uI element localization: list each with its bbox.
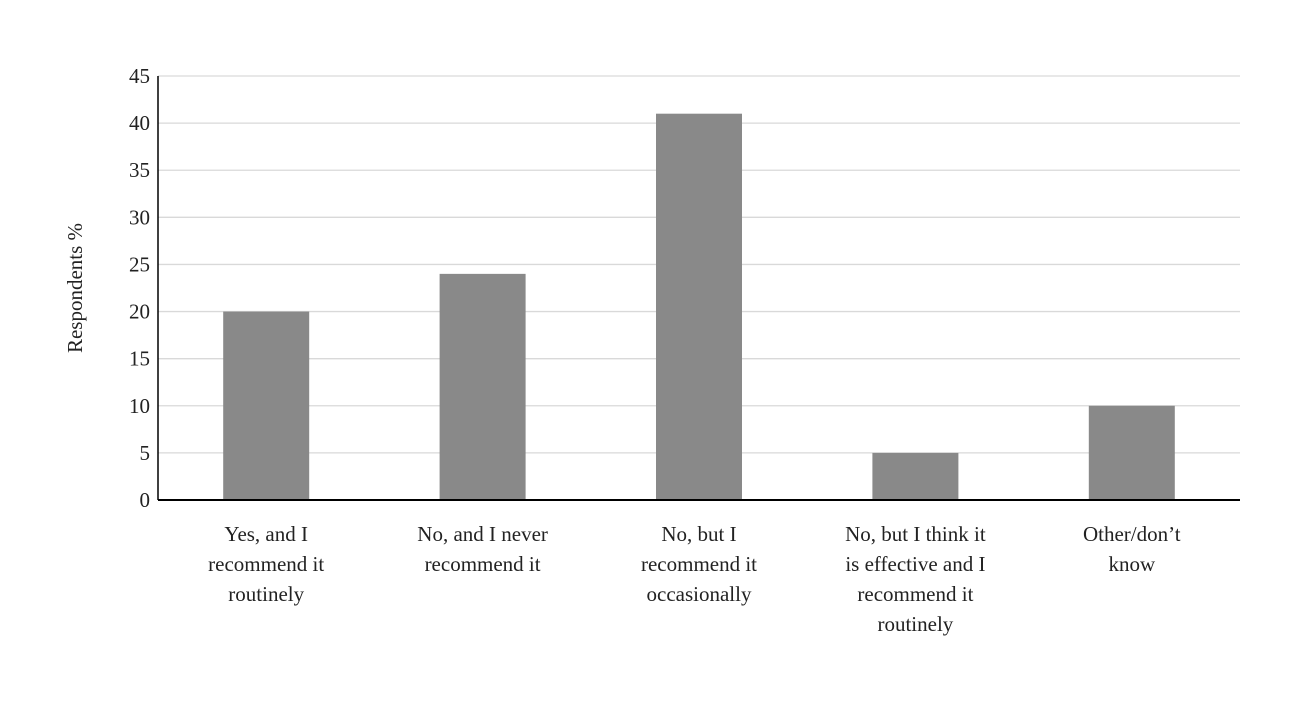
- x-category-label-line: know: [1108, 552, 1156, 576]
- x-category-label-line: No, but I: [661, 522, 736, 546]
- x-category-label-line: recommend it: [857, 582, 973, 606]
- x-category-label: Yes, and I recommend it routinely: [208, 522, 324, 606]
- bar: [439, 273, 526, 500]
- bars: [223, 113, 1175, 500]
- x-category-label-line: Other/don’t: [1083, 522, 1181, 546]
- x-category-label-line: Yes, and I: [224, 522, 308, 546]
- bar: [656, 113, 742, 500]
- bar: [872, 452, 959, 500]
- y-tick-label: 40: [129, 111, 150, 135]
- x-category-label: No, but I think it is effective and I reco…: [845, 522, 986, 636]
- y-tick-labels: 0 5 10 15 20 25 30 35 40 45: [129, 64, 150, 512]
- y-tick-label: 0: [140, 488, 151, 512]
- y-tick-label: 35: [129, 158, 150, 182]
- y-tick-label: 10: [129, 394, 150, 418]
- axes: [157, 76, 1240, 501]
- x-category-label: No, but I recommend it occasionally: [641, 522, 757, 606]
- y-tick-label: 5: [140, 441, 151, 465]
- x-category-label: No, and I never recommend it: [417, 522, 548, 576]
- bar: [1088, 405, 1175, 500]
- x-category-label-line: No, and I never: [417, 522, 548, 546]
- x-category-label: Other/don’t know: [1083, 522, 1181, 576]
- x-category-label-line: No, but I think it: [845, 522, 986, 546]
- x-category-label-line: routinely: [877, 612, 953, 636]
- y-tick-label: 20: [129, 300, 150, 324]
- y-tick-label: 15: [129, 347, 150, 371]
- x-category-label-line: recommend it: [641, 552, 757, 576]
- x-category-label-line: occasionally: [647, 582, 752, 606]
- y-tick-label: 30: [129, 205, 150, 229]
- y-tick-label: 25: [129, 252, 150, 276]
- x-category-label-line: is effective and I: [845, 552, 985, 576]
- bar: [223, 311, 310, 500]
- x-category-label-line: recommend it: [425, 552, 541, 576]
- y-tick-label: 45: [129, 64, 150, 88]
- x-category-label-line: recommend it: [208, 552, 324, 576]
- x-category-label-line: routinely: [228, 582, 304, 606]
- y-axis-title: Respondents %: [63, 223, 87, 353]
- x-category-labels: Yes, and I recommend it routinely No, and I…: [208, 522, 1181, 636]
